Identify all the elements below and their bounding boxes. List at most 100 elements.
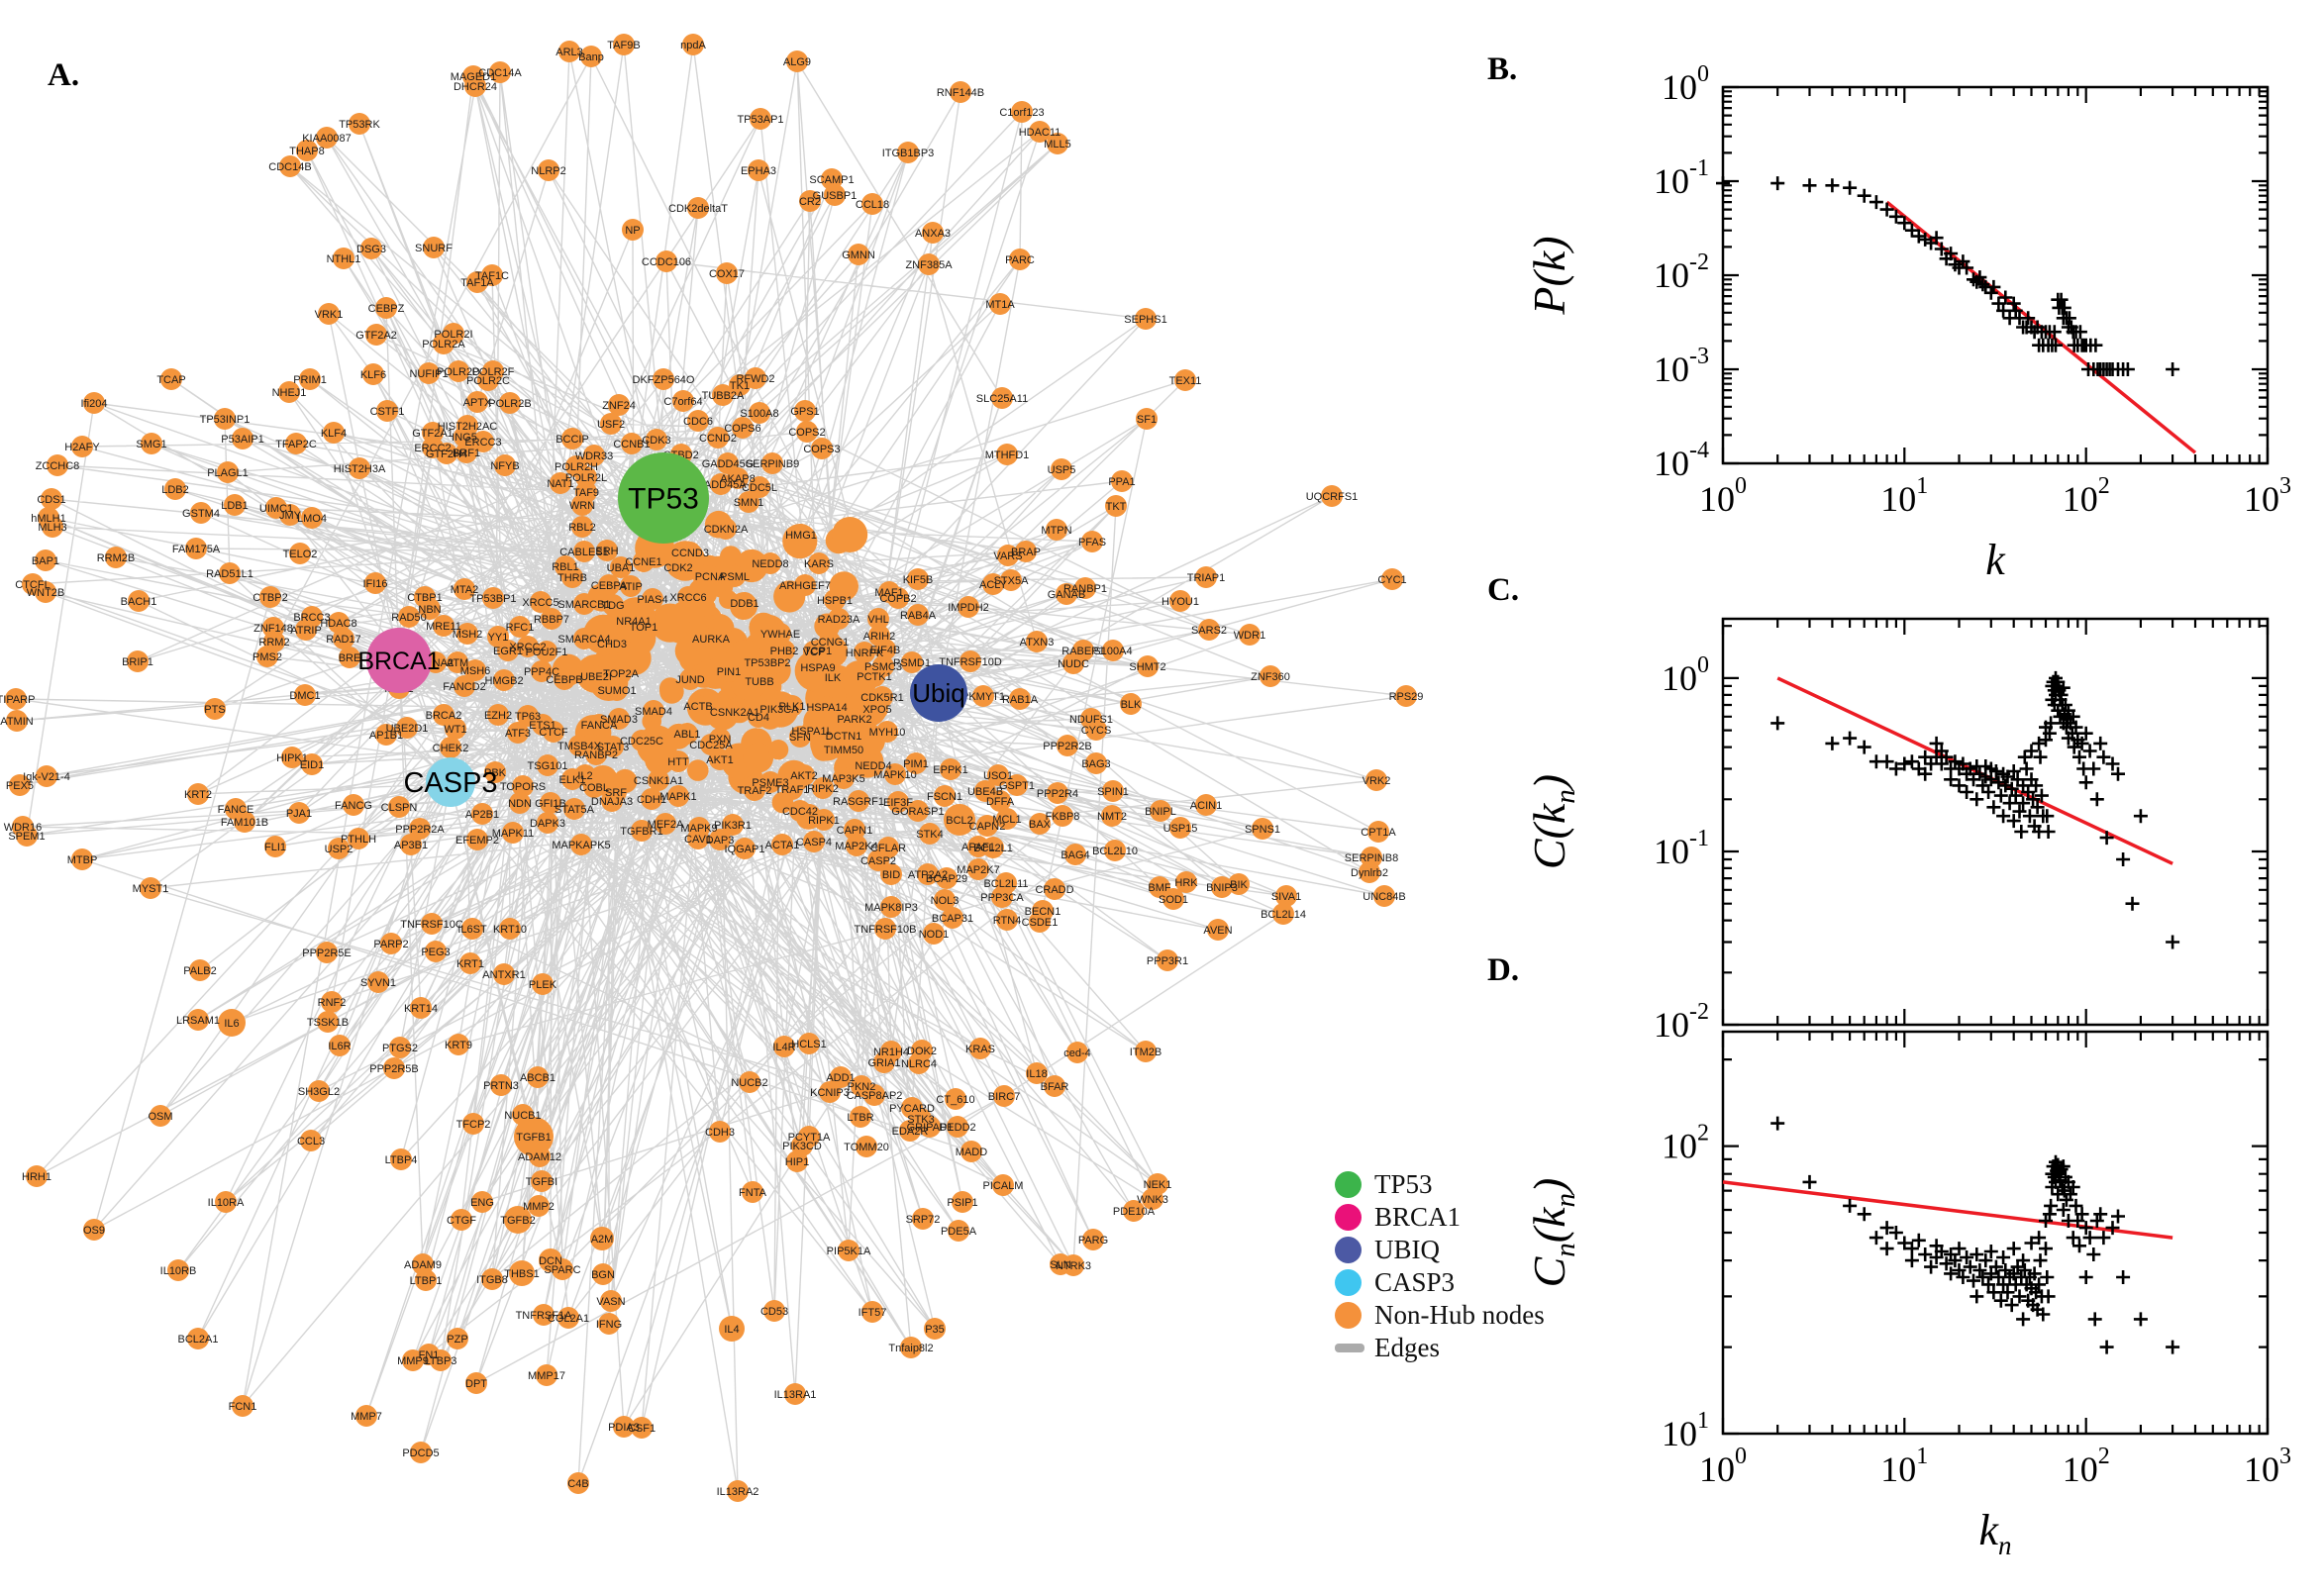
network-node — [1169, 590, 1191, 612]
node-label: OSM — [148, 1111, 172, 1123]
node-label: CD53 — [760, 1306, 788, 1318]
node-label: ILK — [825, 672, 842, 684]
network-node — [141, 433, 162, 454]
node-label: MADD — [956, 1147, 987, 1158]
network-node — [1135, 1041, 1157, 1062]
node-label: NBN — [418, 604, 441, 616]
node-label: BAG3 — [1081, 758, 1110, 770]
network-node — [1157, 949, 1178, 971]
node-label: UIMC1 — [259, 503, 293, 515]
node-label: PIN1 — [717, 666, 741, 678]
network-node — [833, 739, 855, 760]
x-tick-label: 100 — [1699, 1444, 1747, 1489]
node-label: MAF1 — [874, 587, 903, 599]
node-label: HSPA1L — [791, 726, 832, 738]
network-node — [789, 800, 811, 822]
node-label: CCNB1 — [613, 439, 650, 450]
network-node — [471, 1191, 493, 1213]
network-node — [771, 834, 793, 855]
node-label: SCAMP1 — [809, 174, 854, 186]
node-label: TP53BP2 — [744, 657, 790, 669]
network-node — [816, 696, 838, 718]
node-label: AKAP8 — [720, 473, 755, 485]
network-node — [838, 1240, 859, 1261]
node-label: GRIA1 — [867, 1057, 900, 1069]
node-label: CLSPN — [381, 802, 418, 814]
node-label: PMS2 — [252, 651, 282, 663]
hub-node-casp3 — [426, 757, 475, 807]
node-label: SRF — [605, 787, 627, 799]
network-node — [1162, 888, 1184, 910]
network-node — [1062, 652, 1084, 674]
node-label: IFI16 — [362, 578, 387, 590]
node-label: ZCCHC8 — [36, 460, 80, 472]
node-label: MMP2 — [523, 1201, 555, 1213]
node-label: ERH — [595, 546, 618, 557]
node-label: CCDC106 — [642, 256, 691, 268]
network-node — [493, 963, 515, 985]
node-label: SMG1 — [136, 439, 166, 450]
network-node — [232, 428, 253, 449]
network-node — [757, 651, 778, 673]
node-label: MAP2K7 — [957, 864, 999, 876]
network-node — [901, 651, 923, 673]
node-label: PSMC3 — [864, 661, 902, 673]
node-label: SPEM1 — [8, 831, 45, 843]
network-node — [35, 549, 56, 571]
node-label: ERCC3 — [464, 437, 501, 449]
node-label: HSPA9 — [800, 662, 835, 674]
node-label: KRAS — [965, 1044, 995, 1055]
network-node — [232, 1395, 253, 1417]
network-node — [803, 831, 825, 852]
node-label: TOP2A — [603, 668, 640, 680]
network-node — [646, 429, 667, 450]
node-label: PPP2R5E — [302, 948, 352, 959]
network-node — [234, 811, 255, 833]
node-label: ZNF24 — [602, 400, 636, 412]
node-label: USO1 — [983, 770, 1013, 782]
network-nodes — [5, 34, 1417, 1502]
node-label: TAF9 — [573, 487, 599, 499]
node-label: ING5 — [452, 432, 477, 444]
network-node — [922, 222, 944, 244]
node-label: BCL2 — [946, 815, 973, 827]
network-node — [383, 1057, 405, 1079]
node-label: KRT2 — [184, 789, 212, 801]
network-node — [590, 1227, 614, 1250]
node-label: hMLH1 — [31, 513, 65, 525]
network-node — [365, 324, 387, 346]
node-label: H2AFY — [64, 442, 100, 453]
network-node — [982, 573, 1004, 595]
network-node — [808, 552, 830, 574]
node-label: PYCARD — [889, 1103, 935, 1115]
node-label: WT1 — [444, 724, 466, 736]
network-node — [945, 1088, 966, 1110]
node-label: POLR2F — [472, 366, 515, 378]
network-node — [1207, 919, 1229, 941]
network-node — [1047, 133, 1068, 154]
network-node — [504, 1206, 532, 1234]
node-label: NDUFS1 — [1069, 714, 1113, 726]
network-node — [1137, 655, 1159, 677]
network-node — [648, 769, 669, 791]
node-label: RIPK2 — [807, 783, 839, 795]
network-node — [570, 834, 592, 855]
network-node — [613, 34, 635, 55]
network-node — [528, 1195, 550, 1217]
network-node — [214, 408, 236, 430]
network-node — [1085, 752, 1107, 774]
network-node — [71, 436, 93, 457]
node-label: MTPN — [1041, 525, 1071, 537]
y-tick-label: 10-1 — [1654, 826, 1709, 871]
node-label: GUSBP1 — [813, 190, 858, 202]
node-label: BIRC7 — [988, 1091, 1020, 1103]
node-label: OS9 — [83, 1225, 105, 1237]
hub-label: TP53 — [628, 483, 699, 516]
node-label: RAB1A — [1002, 694, 1039, 706]
y-tick-label: 102 — [1662, 1121, 1709, 1166]
node-label: HSPB1 — [817, 595, 853, 607]
node-label: KLF6 — [360, 369, 386, 381]
node-label: C7orf64 — [663, 396, 702, 408]
network-node — [687, 695, 709, 717]
